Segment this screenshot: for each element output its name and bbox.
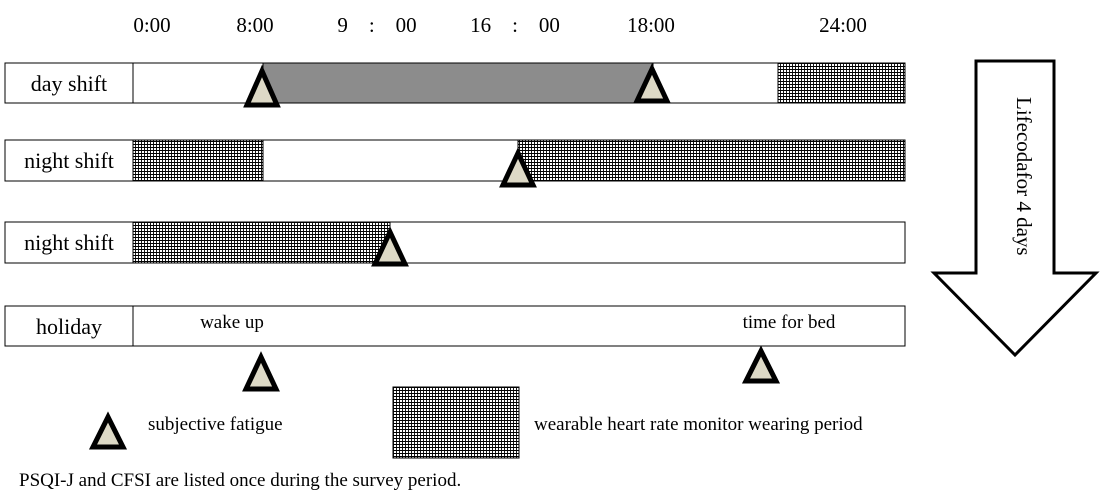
time-axis: 0:00 8:00 9 : 00 16 : 00 18:00 24:00 bbox=[133, 13, 867, 37]
time-label-3: 16 : 00 bbox=[470, 13, 560, 37]
fatigue-triangle-icon bbox=[499, 147, 537, 188]
fatigue-triangle-icon bbox=[243, 64, 281, 108]
footnote: PSQI-J and CFSI are listed once during t… bbox=[19, 470, 461, 491]
fatigue-triangle-icon bbox=[741, 345, 781, 384]
arrow-label: Lifecodafor 4 days bbox=[1012, 97, 1036, 256]
fatigue-triangle-icon bbox=[633, 63, 671, 104]
duration-arrow: Lifecodafor 4 days bbox=[930, 59, 1100, 358]
time-label-2: 9 : 00 bbox=[337, 13, 416, 37]
row-label: night shift bbox=[24, 148, 114, 173]
time-label-0: 0:00 bbox=[133, 13, 170, 37]
row-holiday: holiday wake up time for bed bbox=[4, 305, 906, 392]
legend-monitor-label: wearable heart rate monitor wearing peri… bbox=[534, 414, 863, 435]
time-label-5: 24:00 bbox=[819, 13, 867, 37]
wake-up-annotation: wake up bbox=[200, 312, 264, 333]
fatigue-triangle-icon bbox=[88, 411, 128, 450]
row-label: holiday bbox=[36, 314, 102, 339]
row-label: night shift bbox=[24, 230, 114, 255]
legend: subjective fatigue wearable heart rate m… bbox=[88, 386, 863, 459]
down-arrow-icon bbox=[930, 59, 1100, 358]
work-period bbox=[262, 62, 654, 104]
bed-time-annotation: time for bed bbox=[743, 312, 836, 333]
time-label-1: 8:00 bbox=[236, 13, 273, 37]
row-label: day shift bbox=[31, 71, 107, 96]
monitor-period bbox=[132, 139, 264, 182]
fatigue-triangle-icon bbox=[242, 351, 280, 392]
monitor-period bbox=[777, 62, 906, 104]
timeline-bar bbox=[4, 305, 906, 347]
time-label-4: 18:00 bbox=[627, 13, 675, 37]
row-day-shift: day shift bbox=[4, 62, 906, 108]
legend-fatigue-label: subjective fatigue bbox=[148, 414, 283, 435]
monitor-period bbox=[517, 139, 906, 182]
legend-monitor-swatch bbox=[392, 386, 520, 459]
monitor-period bbox=[132, 221, 391, 264]
row-night-shift-2: night shift bbox=[4, 221, 906, 267]
fatigue-triangle-icon bbox=[371, 226, 409, 267]
row-night-shift-1: night shift bbox=[4, 139, 906, 188]
